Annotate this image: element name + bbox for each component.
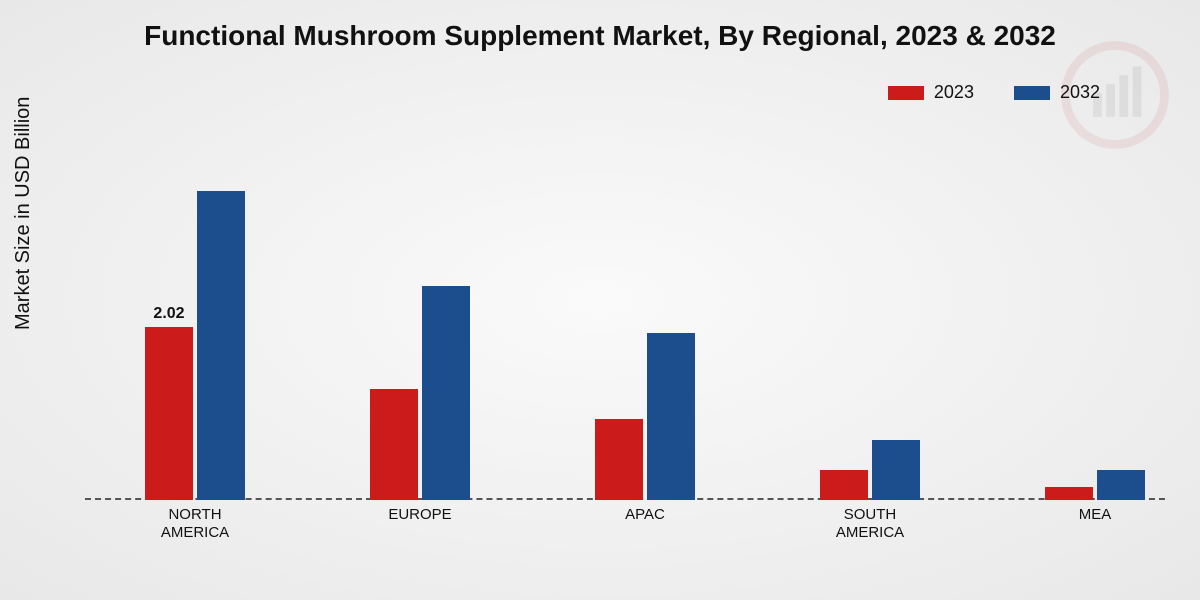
chart-title: Functional Mushroom Supplement Market, B… <box>0 20 1200 52</box>
legend-swatch-2032 <box>1014 86 1050 100</box>
x-axis-labels: NORTHAMERICA EUROPE APAC SOUTHAMERICA MEA <box>85 500 1165 540</box>
bar-group <box>350 286 490 500</box>
legend-item-2023: 2023 <box>888 82 974 103</box>
category-label: SOUTHAMERICA <box>800 506 940 542</box>
y-axis-label: Market Size in USD Billion <box>12 97 35 330</box>
category-label: EUROPE <box>350 506 490 524</box>
bar-group: 2.02 <box>125 191 265 500</box>
bar-group <box>575 333 715 500</box>
legend-label-2023: 2023 <box>934 82 974 103</box>
plot-area: 2.02 <box>85 140 1165 500</box>
category-label: APAC <box>575 506 715 524</box>
bar <box>197 191 245 500</box>
legend-item-2032: 2032 <box>1014 82 1100 103</box>
category-label: MEA <box>1025 506 1165 524</box>
bar-group <box>800 440 940 500</box>
legend: 2023 2032 <box>888 82 1100 103</box>
legend-label-2032: 2032 <box>1060 82 1100 103</box>
category-label: NORTHAMERICA <box>125 506 265 542</box>
bar-value-label: 2.02 <box>153 305 184 323</box>
bar <box>370 389 418 500</box>
bar: 2.02 <box>145 327 193 500</box>
bar <box>1097 470 1145 500</box>
bar <box>820 470 868 500</box>
bar <box>1045 487 1093 500</box>
bar <box>647 333 695 500</box>
bar-group <box>1025 470 1165 500</box>
bar <box>422 286 470 500</box>
bar <box>872 440 920 500</box>
bar <box>595 419 643 500</box>
legend-swatch-2023 <box>888 86 924 100</box>
